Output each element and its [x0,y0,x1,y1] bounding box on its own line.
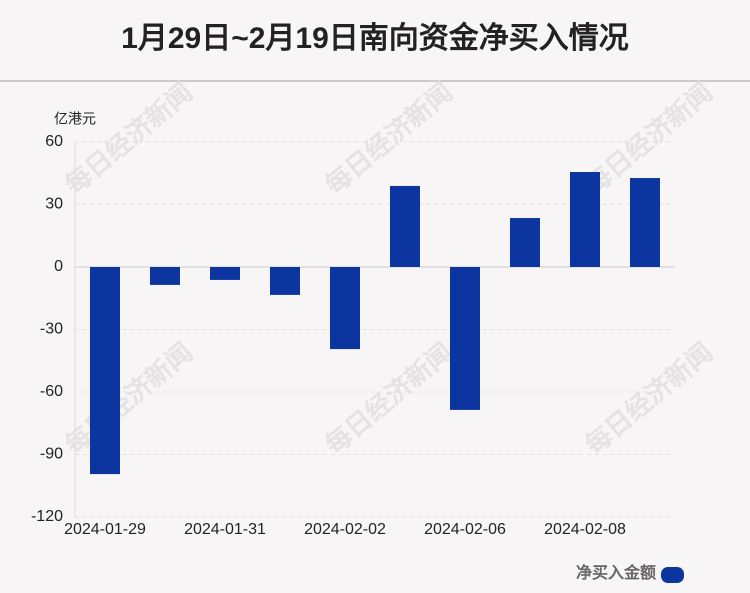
bar [150,267,180,285]
bar [270,267,300,295]
chart-title: 1月29日~2月19日南向资金净买入情况 [121,21,629,55]
y-tick-label: -90 [40,446,63,463]
y-tick-label: -60 [40,383,63,400]
bar [330,267,360,350]
y-tick-label: 0 [54,258,63,275]
y-axis-label: 亿港元 [54,111,96,127]
y-tick-label: 60 [45,133,63,150]
x-tick-label: 2024-01-31 [184,521,266,538]
x-tick-label: 2024-02-02 [304,521,386,538]
y-tick-label: 30 [45,196,63,213]
x-tick-label: 2024-02-08 [544,521,626,538]
x-tick-label: 2024-01-29 [64,521,146,538]
bar [450,267,480,410]
bar [630,178,660,267]
y-tick-label: -30 [40,321,63,338]
legend-label: 净买入金额 [576,563,656,582]
bar [210,267,240,280]
bar [570,172,600,267]
legend-swatch [661,567,684,583]
bar [90,267,120,475]
y-tick-label: -120 [31,508,63,525]
bar [390,185,420,267]
x-tick-label: 2024-02-06 [424,521,506,538]
bar [510,218,540,267]
